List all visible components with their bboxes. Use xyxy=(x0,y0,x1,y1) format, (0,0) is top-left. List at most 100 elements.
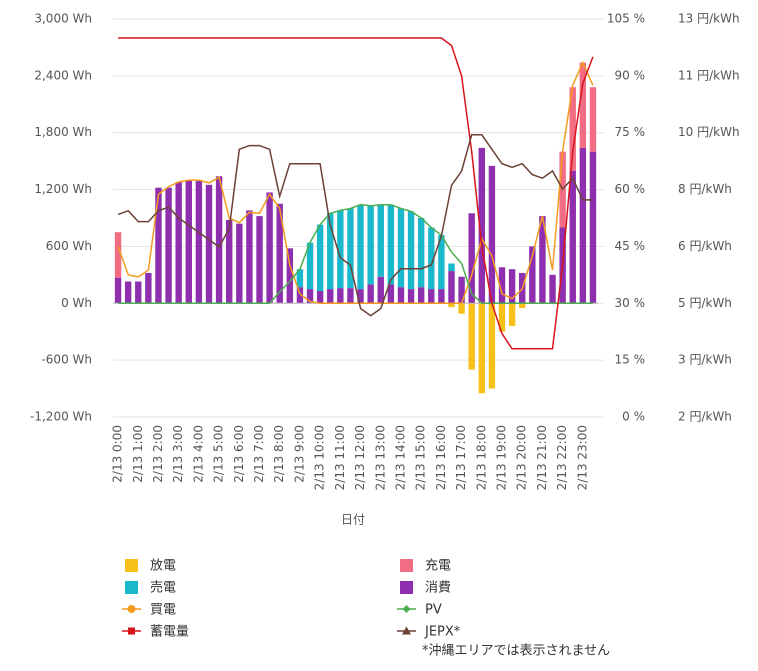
bar xyxy=(519,303,526,309)
bar xyxy=(417,287,425,304)
bar xyxy=(296,269,304,288)
y2-tick-label: 75 % xyxy=(615,125,646,139)
x-tick-label: 2/13 21:00 xyxy=(535,425,549,490)
y-tick-label: 1,800 Wh xyxy=(34,125,92,139)
bar xyxy=(286,248,294,304)
y-tick-label: -1,200 Wh xyxy=(30,410,92,424)
legend-swatch xyxy=(125,581,138,594)
y-tick-label: 0 Wh xyxy=(61,296,92,310)
bar xyxy=(205,184,213,304)
x-tick-label: 2/13 19:00 xyxy=(495,425,509,490)
y-tick-label: 3,000 Wh xyxy=(34,12,92,26)
y3-tick-label: 3 円/kWh xyxy=(678,353,732,367)
bar xyxy=(589,87,597,152)
bar xyxy=(458,303,465,314)
bar xyxy=(165,187,172,304)
x-tick-label: 2/13 13:00 xyxy=(373,425,387,490)
bar xyxy=(114,232,122,278)
bar xyxy=(155,187,162,304)
y3-tick-label: 2 円/kWh xyxy=(678,410,732,424)
y3-tick-label: 11 円/kWh xyxy=(678,68,740,82)
x-tick-label: 2/13 22:00 xyxy=(555,425,569,490)
bar xyxy=(569,87,576,171)
x-tick-label: 2/13 17:00 xyxy=(454,425,468,490)
y2-tick-label: 90 % xyxy=(615,68,646,82)
y2-tick-label: 60 % xyxy=(615,182,646,196)
bar xyxy=(589,151,597,304)
bar xyxy=(266,192,273,304)
y2-tick-label: 30 % xyxy=(615,296,646,310)
bar xyxy=(195,181,203,304)
legend-label: 放電 xyxy=(150,559,176,574)
y2-tick-label: 15 % xyxy=(615,353,646,367)
bar xyxy=(367,205,374,285)
x-tick-label: 2/13 5:00 xyxy=(212,425,226,483)
bar xyxy=(246,210,253,304)
bar xyxy=(306,242,314,290)
legend-marker xyxy=(402,626,411,635)
bar xyxy=(438,235,445,290)
bar xyxy=(357,204,364,290)
bar xyxy=(448,271,455,304)
x-tick-label: 2/13 8:00 xyxy=(272,425,286,483)
bar xyxy=(185,180,192,304)
bar xyxy=(327,213,334,290)
x-axis-title: 日付 xyxy=(341,513,365,527)
bar xyxy=(387,284,395,304)
bar xyxy=(579,62,587,148)
bar xyxy=(498,303,506,332)
bar xyxy=(377,204,384,277)
bar xyxy=(377,276,384,304)
bar xyxy=(498,267,506,304)
x-tick-label: 2/13 20:00 xyxy=(515,425,529,490)
legend-marker xyxy=(127,605,136,613)
legend-label: 蓄電量 xyxy=(150,625,189,640)
bar xyxy=(367,284,374,304)
bar xyxy=(488,303,496,389)
bar xyxy=(114,277,122,304)
bar xyxy=(327,289,334,304)
legend-label: 売電 xyxy=(150,580,176,596)
bar xyxy=(215,176,223,304)
bar xyxy=(145,272,152,304)
x-tick-label: 2/13 3:00 xyxy=(171,425,185,483)
y3-tick-label: 6 円/kWh xyxy=(678,239,732,253)
x-tick-label: 2/13 6:00 xyxy=(232,425,246,483)
bar xyxy=(488,165,496,304)
bar xyxy=(397,287,405,304)
y2-tick-label: 0 % xyxy=(622,410,645,424)
x-tick-label: 2/13 18:00 xyxy=(474,425,488,490)
bar xyxy=(458,276,465,304)
bar xyxy=(508,303,516,327)
x-tick-label: 2/13 2:00 xyxy=(151,425,165,483)
legend-label: JEPX* xyxy=(424,625,461,640)
bar xyxy=(387,204,395,285)
x-tick-label: 2/13 15:00 xyxy=(414,425,428,490)
bar xyxy=(306,289,314,304)
bar xyxy=(316,290,324,304)
y-tick-label: 1,200 Wh xyxy=(34,182,92,196)
bar xyxy=(124,281,132,304)
bar xyxy=(569,170,576,304)
legend-label: PV xyxy=(425,603,442,618)
x-tick-label: 2/13 10:00 xyxy=(313,425,327,490)
y3-tick-label: 8 円/kWh xyxy=(678,182,732,196)
line-series xyxy=(117,134,593,317)
x-tick-label: 2/13 23:00 xyxy=(575,425,589,490)
bar xyxy=(337,288,344,304)
y-tick-label: 2,400 Wh xyxy=(34,68,92,82)
x-tick-label: 2/13 12:00 xyxy=(353,425,367,490)
bar xyxy=(256,216,263,304)
y2-tick-label: 105 % xyxy=(607,12,645,26)
x-tick-label: 2/13 7:00 xyxy=(252,425,266,483)
y3-tick-label: 13 円/kWh xyxy=(678,12,740,26)
line-series xyxy=(118,37,594,350)
legend-swatch xyxy=(400,581,413,594)
bar xyxy=(549,274,556,304)
legend-label: 買電 xyxy=(150,603,176,618)
bar xyxy=(478,147,486,304)
x-tick-label: 2/13 16:00 xyxy=(434,425,448,490)
bar xyxy=(236,223,243,304)
x-tick-label: 2/13 4:00 xyxy=(191,425,205,483)
x-tick-label: 2/13 1:00 xyxy=(131,425,145,483)
